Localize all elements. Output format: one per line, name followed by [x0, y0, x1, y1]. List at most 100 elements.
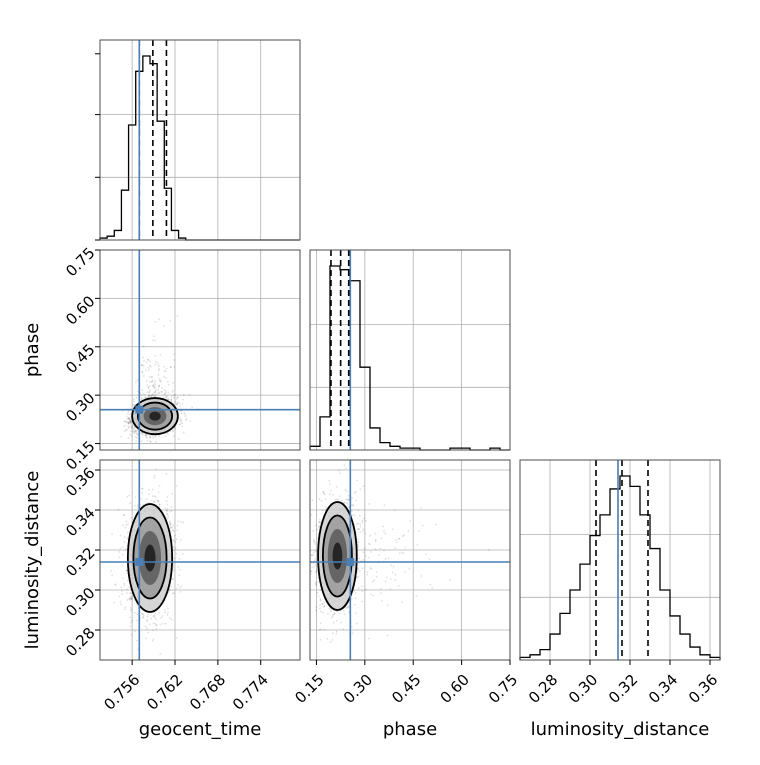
sample-point [131, 596, 133, 598]
sample-point [125, 524, 127, 526]
sample-point [124, 608, 126, 610]
sample-point [402, 535, 404, 537]
sample-point [141, 394, 143, 396]
sample-point [129, 599, 131, 601]
sample-point [147, 387, 149, 389]
sample-point [388, 558, 390, 560]
sample-point [170, 506, 172, 508]
sample-point [178, 438, 180, 440]
sample-point [185, 419, 187, 421]
sample-point [128, 422, 130, 424]
sample-point [183, 394, 185, 396]
sample-point [355, 597, 357, 599]
sample-point [143, 360, 145, 362]
sample-point [154, 477, 156, 479]
sample-point [154, 613, 156, 615]
sample-point [167, 392, 169, 394]
sample-point [146, 628, 148, 630]
sample-point [129, 502, 131, 504]
sample-point [181, 419, 183, 421]
sample-point [324, 494, 326, 496]
sample-point [111, 574, 113, 576]
sample-point [353, 590, 355, 592]
sample-point [135, 431, 137, 433]
sample-point [154, 623, 156, 625]
sample-point [149, 391, 151, 393]
sample-point [332, 615, 334, 617]
sample-point [159, 485, 161, 487]
sample-point [174, 534, 176, 536]
sample-point [177, 396, 179, 398]
sample-point [129, 625, 131, 627]
sample-point [136, 437, 138, 439]
sample-point [365, 555, 367, 557]
sample-point [365, 520, 367, 522]
sample-point [136, 397, 138, 399]
sample-point [144, 394, 146, 396]
sample-point [166, 510, 168, 512]
sample-point [169, 320, 171, 322]
sample-point [361, 590, 363, 592]
sample-point [382, 526, 384, 528]
sample-point [128, 586, 130, 588]
sample-point [133, 401, 135, 403]
sample-point [169, 511, 171, 513]
sample-point [159, 623, 161, 625]
sample-point [176, 485, 178, 487]
sample-point [128, 411, 130, 413]
sample-point [488, 549, 490, 551]
sample-point [319, 639, 321, 641]
sample-point [175, 547, 177, 549]
sample-point [130, 622, 132, 624]
sample-point [373, 579, 375, 581]
sample-point [372, 595, 374, 597]
sample-point [149, 381, 151, 383]
sample-point [320, 629, 322, 631]
sample-point [137, 507, 139, 509]
sample-point [122, 524, 124, 526]
sample-point [149, 376, 151, 378]
sample-point [363, 551, 365, 553]
sample-point [317, 581, 319, 583]
sample-point [325, 498, 327, 500]
sample-point [120, 601, 122, 603]
sample-point [150, 366, 152, 368]
sample-point [163, 376, 165, 378]
sample-point [146, 362, 148, 364]
sample-point [131, 424, 133, 426]
sample-point [344, 613, 346, 615]
sample-point [353, 514, 355, 516]
sample-point [121, 590, 123, 592]
sample-point [376, 571, 378, 573]
sample-point [128, 598, 130, 600]
sample-point [130, 607, 132, 609]
sample-point [173, 359, 175, 361]
sample-point [172, 431, 174, 433]
sample-point [335, 499, 337, 501]
sample-point [143, 375, 145, 377]
sample-point [158, 318, 160, 320]
sample-point [155, 618, 157, 620]
sample-point [153, 335, 155, 337]
sample-point [307, 540, 309, 542]
sample-point [127, 523, 129, 525]
sample-point [152, 488, 154, 490]
sample-point [171, 400, 173, 402]
sample-point [383, 530, 385, 532]
sample-point [165, 507, 167, 509]
sample-point [160, 354, 162, 356]
density-contour [149, 412, 160, 421]
sample-point [179, 587, 181, 589]
sample-point [305, 568, 307, 570]
sample-point [340, 622, 342, 624]
sample-point [141, 492, 143, 494]
sample-point [154, 339, 156, 341]
sample-point [319, 598, 321, 600]
sample-point [368, 638, 370, 640]
sample-point [173, 530, 175, 532]
sample-point [164, 611, 166, 613]
sample-point [165, 370, 167, 372]
sample-point [152, 339, 154, 341]
sample-point [148, 369, 150, 371]
